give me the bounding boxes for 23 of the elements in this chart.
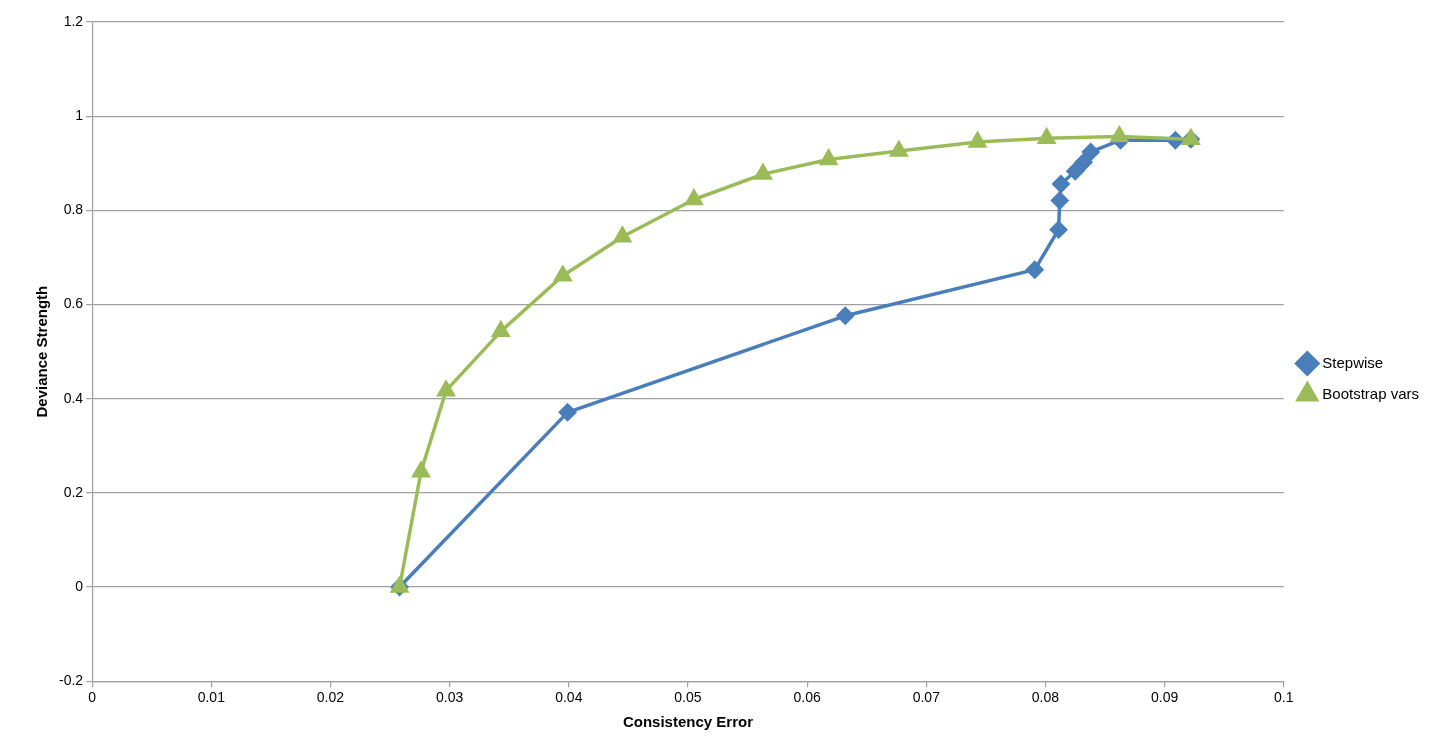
y-tick-label: 0.6 <box>63 295 84 312</box>
legend-label: Stepwise <box>1322 353 1384 371</box>
x-tick-label: 0.06 <box>793 689 821 706</box>
x-tick-label: 0.05 <box>674 689 702 706</box>
x-axis-title: Consistency Error <box>622 713 754 731</box>
y-tick-label: -0.2 <box>59 672 84 689</box>
y-tick-label: 1.2 <box>63 12 84 29</box>
y-tick-label: 0.8 <box>63 201 84 218</box>
y-tick-label: 0 <box>75 577 84 594</box>
x-tick-label: 0.04 <box>555 689 583 706</box>
x-tick-label: 0.1 <box>1274 689 1294 706</box>
x-tick-label: 0.02 <box>316 689 345 706</box>
x-tick-label: 0 <box>88 689 97 706</box>
x-tick-label: 0.07 <box>912 689 941 706</box>
x-tick-label: 0.09 <box>1151 689 1179 706</box>
y-tick-label: 1 <box>75 107 84 124</box>
y-tick-label: 0.2 <box>63 483 84 500</box>
legend-label: Bootstrap vars <box>1322 384 1420 402</box>
x-tick-label: 0.03 <box>436 689 464 706</box>
x-tick-label: 0.01 <box>197 689 226 706</box>
y-axis-title: Deviance Strength <box>33 285 51 418</box>
y-tick-label: 0.4 <box>63 389 84 406</box>
x-tick-label: 0.08 <box>1031 689 1060 706</box>
